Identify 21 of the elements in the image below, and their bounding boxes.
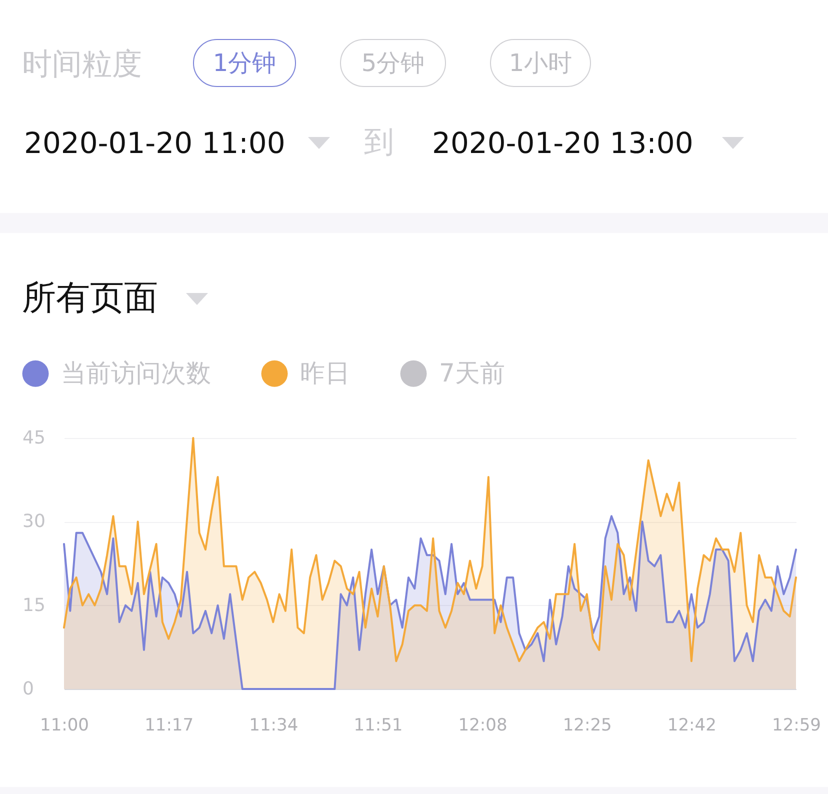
- x-tick-label: 12:08: [458, 716, 508, 736]
- x-tick-label: 11:00: [40, 716, 89, 736]
- x-tick-label: 11:17: [144, 716, 194, 736]
- x-tick-label: 11:51: [354, 716, 403, 736]
- y-tick-label: 30: [22, 511, 46, 532]
- text: 2020-01-20 13:00: [432, 125, 694, 162]
- x-tick-label: 12:25: [562, 716, 612, 736]
- legend-label: 7天前: [439, 358, 505, 388]
- legend-label: 昨日: [300, 358, 350, 388]
- text: 1分钟: [193, 39, 296, 87]
- y-tick-label: 15: [22, 594, 46, 616]
- text: 2020-01-20 11:00: [24, 125, 286, 162]
- text: 1小时: [490, 39, 591, 87]
- x-tick-label: 12:42: [667, 716, 716, 736]
- x-tick-label: 12:59: [772, 716, 821, 736]
- y-tick-label: 45: [22, 428, 46, 448]
- legend-label: 当前访问次数: [61, 358, 211, 388]
- x-tick-label: 11:34: [249, 716, 298, 736]
- y-tick-label: 0: [22, 678, 34, 700]
- text: 5分钟: [340, 39, 446, 87]
- chart-title: 所有页面: [22, 277, 158, 320]
